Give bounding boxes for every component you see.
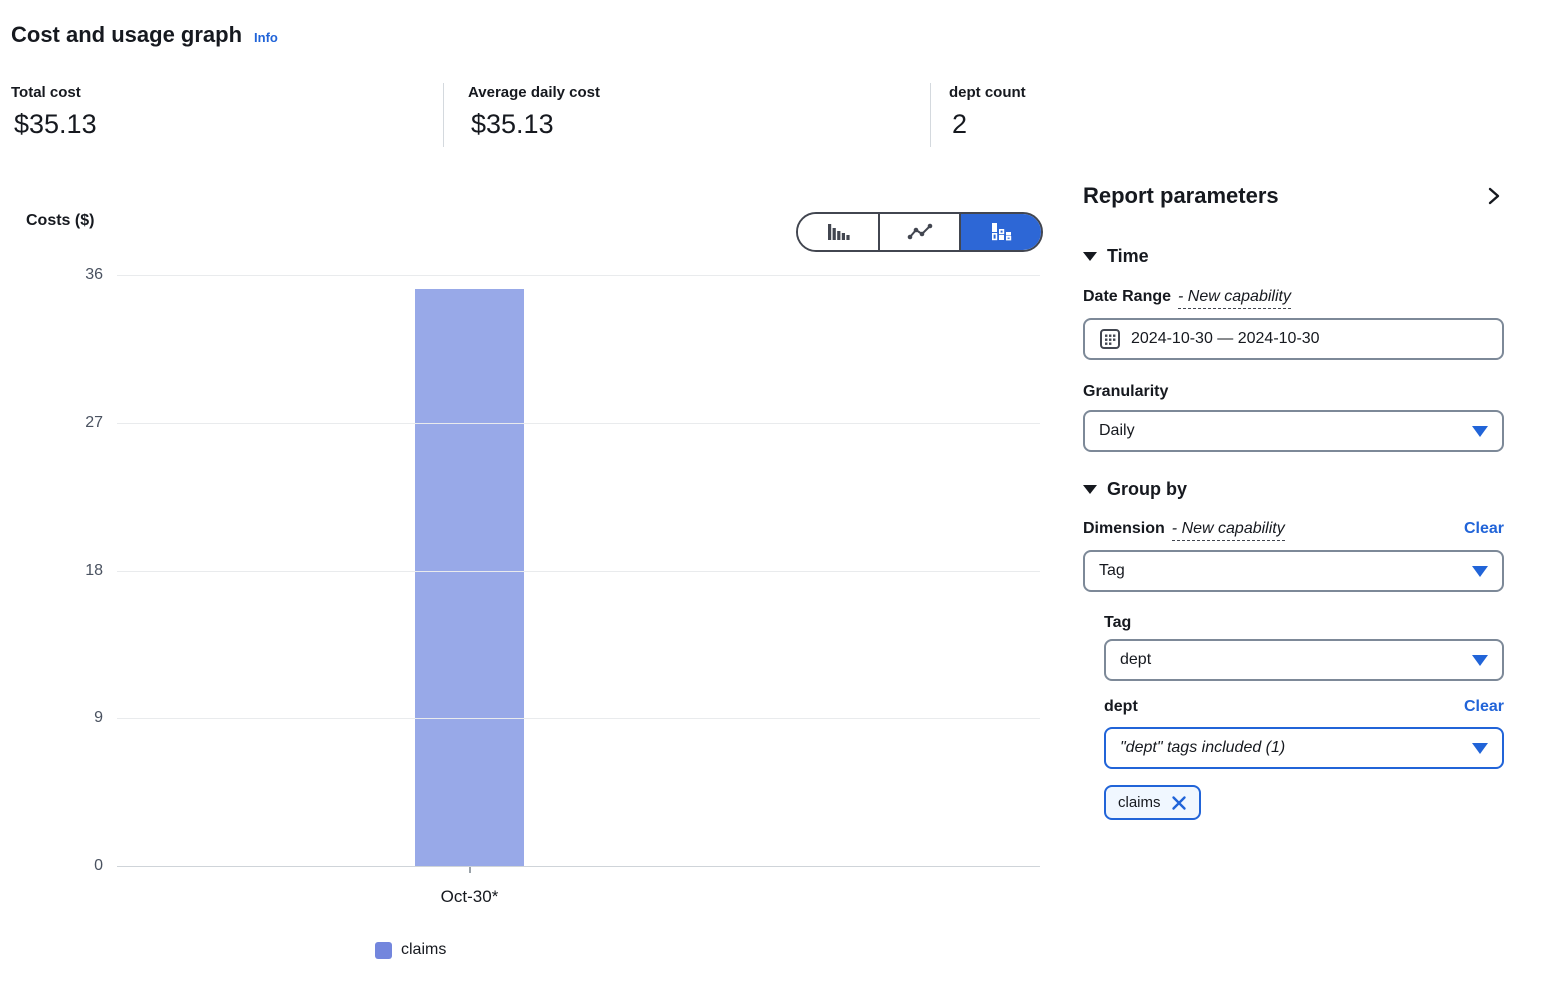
stat-label: dept count bbox=[949, 84, 1026, 101]
panel-title: Report parameters bbox=[1083, 183, 1279, 208]
chart-type-toggle bbox=[796, 212, 1043, 252]
page-header: Cost and usage graph Info bbox=[11, 22, 278, 48]
dept-tags-value: "dept" tags included (1) bbox=[1120, 739, 1286, 756]
x-axis-label: Oct-30* bbox=[440, 887, 499, 906]
gridline-0 bbox=[117, 866, 1040, 867]
dimension-label-row: Dimension - New capability Clear bbox=[1083, 520, 1504, 541]
dimension-label: Dimension bbox=[1083, 520, 1165, 537]
page-title: Cost and usage graph bbox=[11, 22, 243, 47]
tag-label: Tag bbox=[1104, 614, 1132, 631]
dept-clear-link[interactable]: Clear bbox=[1463, 698, 1504, 715]
collapse-triangle-icon bbox=[1083, 485, 1097, 494]
plot-area: Oct-30* 36 27 18 9 0 bbox=[85, 266, 1040, 906]
dimension-value: Tag bbox=[1099, 562, 1125, 579]
chevron-down-icon bbox=[1472, 565, 1488, 577]
claims-tag-chip[interactable]: claims bbox=[1104, 785, 1201, 820]
bar-chart-toggle-button[interactable] bbox=[798, 214, 878, 250]
calendar-icon bbox=[1100, 329, 1120, 349]
granularity-label: Granularity bbox=[1083, 383, 1169, 400]
bar-chart-icon bbox=[827, 224, 850, 240]
tag-select[interactable]: dept bbox=[1104, 639, 1504, 681]
gridline-18 bbox=[117, 570, 1040, 572]
new-capability-badge[interactable]: - New capability bbox=[1178, 288, 1291, 309]
y-tick-label: 9 bbox=[94, 709, 103, 727]
bar-claims-oct-30[interactable] bbox=[415, 289, 524, 866]
time-section-title: Time bbox=[1107, 246, 1149, 266]
remove-x-icon[interactable] bbox=[1171, 795, 1187, 811]
x-axis-tick bbox=[469, 866, 471, 873]
chevron-down-icon bbox=[1472, 425, 1488, 437]
tag-label-row: Tag bbox=[1104, 614, 1504, 632]
collapse-triangle-icon bbox=[1083, 252, 1097, 261]
tag-value: dept bbox=[1120, 651, 1152, 668]
line-chart-toggle-button[interactable] bbox=[877, 214, 960, 250]
granularity-value: Daily bbox=[1099, 422, 1135, 439]
dept-tags-select[interactable]: "dept" tags included (1) bbox=[1104, 727, 1504, 769]
stacked-bar-chart-icon bbox=[992, 223, 1012, 241]
legend-label: claims bbox=[401, 941, 447, 958]
y-tick-label: 27 bbox=[85, 413, 103, 431]
group-by-section-title: Group by bbox=[1107, 479, 1187, 499]
gridline-9 bbox=[117, 718, 1040, 720]
stat-total-cost: Total cost $35.13 bbox=[11, 83, 443, 147]
y-axis-title: Costs ($) bbox=[26, 212, 95, 229]
stat-value: $35.13 bbox=[14, 109, 97, 139]
granularity-label-row: Granularity bbox=[1083, 383, 1504, 401]
new-capability-badge[interactable]: - New capability bbox=[1171, 520, 1285, 541]
dept-label: dept bbox=[1104, 698, 1138, 715]
stat-dept-count: dept count 2 bbox=[930, 83, 1149, 147]
dimension-select[interactable]: Tag bbox=[1083, 550, 1504, 592]
stat-label: Total cost bbox=[11, 84, 81, 101]
date-range-label: Date Range bbox=[1083, 288, 1172, 305]
chevron-right-icon[interactable] bbox=[1484, 185, 1504, 207]
date-range-label-row: Date Range - New capability bbox=[1083, 288, 1504, 309]
line-chart-icon bbox=[907, 223, 932, 240]
granularity-select[interactable]: Daily bbox=[1083, 410, 1504, 452]
stat-value: $35.13 bbox=[471, 109, 554, 139]
tag-subgroup: Tag dept dept Clear "dept" tags included… bbox=[1104, 614, 1504, 820]
date-range-value: 2024-10-30 — 2024-10-30 bbox=[1131, 330, 1320, 347]
stat-average-daily-cost: Average daily cost $35.13 bbox=[443, 83, 930, 147]
summary-stats: Total cost $35.13 Average daily cost $35… bbox=[11, 83, 1149, 147]
time-section-header[interactable]: Time bbox=[1083, 246, 1504, 267]
date-range-input[interactable]: 2024-10-30 — 2024-10-30 bbox=[1083, 318, 1504, 360]
dept-label-row: dept Clear bbox=[1104, 698, 1504, 716]
y-tick-label: 18 bbox=[85, 561, 103, 579]
y-tick-label: 36 bbox=[85, 266, 103, 283]
gridline-27 bbox=[117, 422, 1040, 424]
chevron-down-icon bbox=[1472, 654, 1488, 666]
stacked-bar-chart-toggle-button[interactable] bbox=[959, 214, 1041, 250]
stat-label: Average daily cost bbox=[468, 84, 601, 101]
stat-value: 2 bbox=[952, 109, 968, 139]
dimension-clear-link[interactable]: Clear bbox=[1463, 520, 1504, 537]
legend-swatch bbox=[375, 941, 392, 959]
chart-legend[interactable]: claims bbox=[375, 941, 446, 959]
chip-row: claims bbox=[1104, 785, 1504, 820]
gridline-36 bbox=[117, 275, 1040, 276]
chip-label: claims bbox=[1118, 794, 1161, 811]
panel-header: Report parameters bbox=[1083, 183, 1504, 209]
info-link[interactable]: Info bbox=[254, 30, 278, 45]
group-by-section-header[interactable]: Group by bbox=[1083, 479, 1504, 500]
chevron-down-icon bbox=[1472, 742, 1488, 754]
y-tick-label: 0 bbox=[94, 857, 103, 874]
report-parameters-panel: Report parameters Time Date Range - New … bbox=[1083, 183, 1504, 820]
